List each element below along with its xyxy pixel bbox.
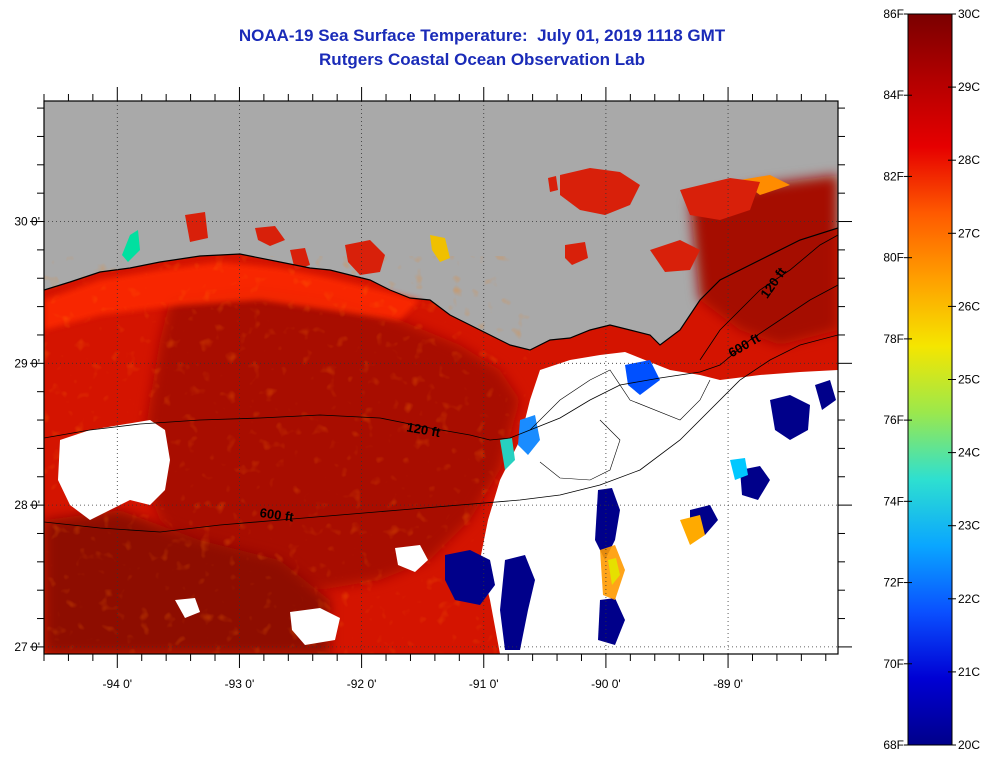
- colorbar-c-label: 21C: [958, 665, 980, 679]
- colorbar-f-label: 84F: [883, 88, 904, 102]
- y-axis-tick-labels: 30 0' 29 0' 28 0' 27 0': [14, 215, 40, 654]
- map-border: [43, 100, 839, 655]
- colorbar-f-label: 72F: [883, 576, 904, 590]
- contour-nested: [539, 419, 621, 481]
- colorbar-f-label: 74F: [883, 494, 904, 508]
- x-tick-label: -91 0': [469, 677, 499, 691]
- colorbar-c-label: 27C: [958, 226, 980, 240]
- colorbar-c-label: 25C: [958, 373, 980, 387]
- colorbar-f-label: 80F: [883, 251, 904, 265]
- colorbar: [907, 13, 953, 746]
- x-axis-tick-labels: -94 0' -93 0' -92 0' -91 0' -90 0' -89 0': [102, 677, 742, 691]
- cloud-west-blob: [58, 420, 170, 520]
- colorbar-f-label: 70F: [883, 657, 904, 671]
- inland-waters: [185, 168, 760, 275]
- y-tick-label: 28 0': [14, 498, 40, 512]
- colorbar-f-label: 86F: [883, 7, 904, 21]
- cloud-masks: [58, 352, 838, 654]
- cold-patches: [445, 380, 836, 650]
- colorbar-c-label: 29C: [958, 80, 980, 94]
- x-tick-label: -94 0': [102, 677, 132, 691]
- graticule: [44, 101, 838, 654]
- map-title: NOAA-19 Sea Surface Temperature: July 01…: [238, 26, 726, 45]
- gradient-edge-pixels: [122, 175, 790, 600]
- colorbar-f-label: 78F: [883, 332, 904, 346]
- colorbar-fahrenheit-labels: 86F 84F 82F 80F 78F 76F 74F 72F 70F 68F: [883, 7, 912, 752]
- coastline: [44, 227, 838, 351]
- colorbar-f-label: 68F: [883, 738, 904, 752]
- x-tick-label: -92 0': [347, 677, 377, 691]
- colorbar-f-label: 76F: [883, 413, 904, 427]
- cloud-east-main: [480, 352, 838, 654]
- contour-shelf-break: [529, 369, 711, 431]
- y-tick-label: 30 0': [14, 215, 40, 229]
- contour-600ft: [44, 334, 838, 533]
- x-tick-label: -89 0': [713, 677, 743, 691]
- y-tick-label: 27 0': [14, 640, 40, 654]
- contour-label: 120 ft: [405, 419, 442, 440]
- colorbar-c-label: 23C: [958, 519, 980, 533]
- colorbar-f-label: 82F: [883, 169, 904, 183]
- colorbar-celsius-labels: 30C 29C 28C 27C 26C 25C 24C 23C 22C 21C 20C: [948, 7, 980, 752]
- map-subtitle: Rutgers Coastal Ocean Observation Lab: [319, 50, 645, 69]
- axis-ticks: [30, 87, 852, 668]
- x-tick-label: -90 0': [591, 677, 621, 691]
- colorbar-c-label: 22C: [958, 592, 980, 606]
- contour-120ft-east: [699, 234, 838, 361]
- cloud-small-1: [395, 545, 428, 572]
- contour-120ft-west: [44, 284, 838, 441]
- y-tick-label: 29 0': [14, 356, 40, 370]
- colorbar-c-label: 24C: [958, 446, 980, 460]
- x-tick-label: -93 0': [225, 677, 255, 691]
- colorbar-c-label: 26C: [958, 299, 980, 313]
- cloud-small-2: [290, 608, 340, 645]
- cloud-small-3: [175, 598, 200, 618]
- colorbar-c-label: 30C: [958, 7, 980, 21]
- colorbar-c-label: 28C: [958, 153, 980, 167]
- colorbar-c-label: 20C: [958, 738, 980, 752]
- contour-label: 600 ft: [259, 505, 295, 525]
